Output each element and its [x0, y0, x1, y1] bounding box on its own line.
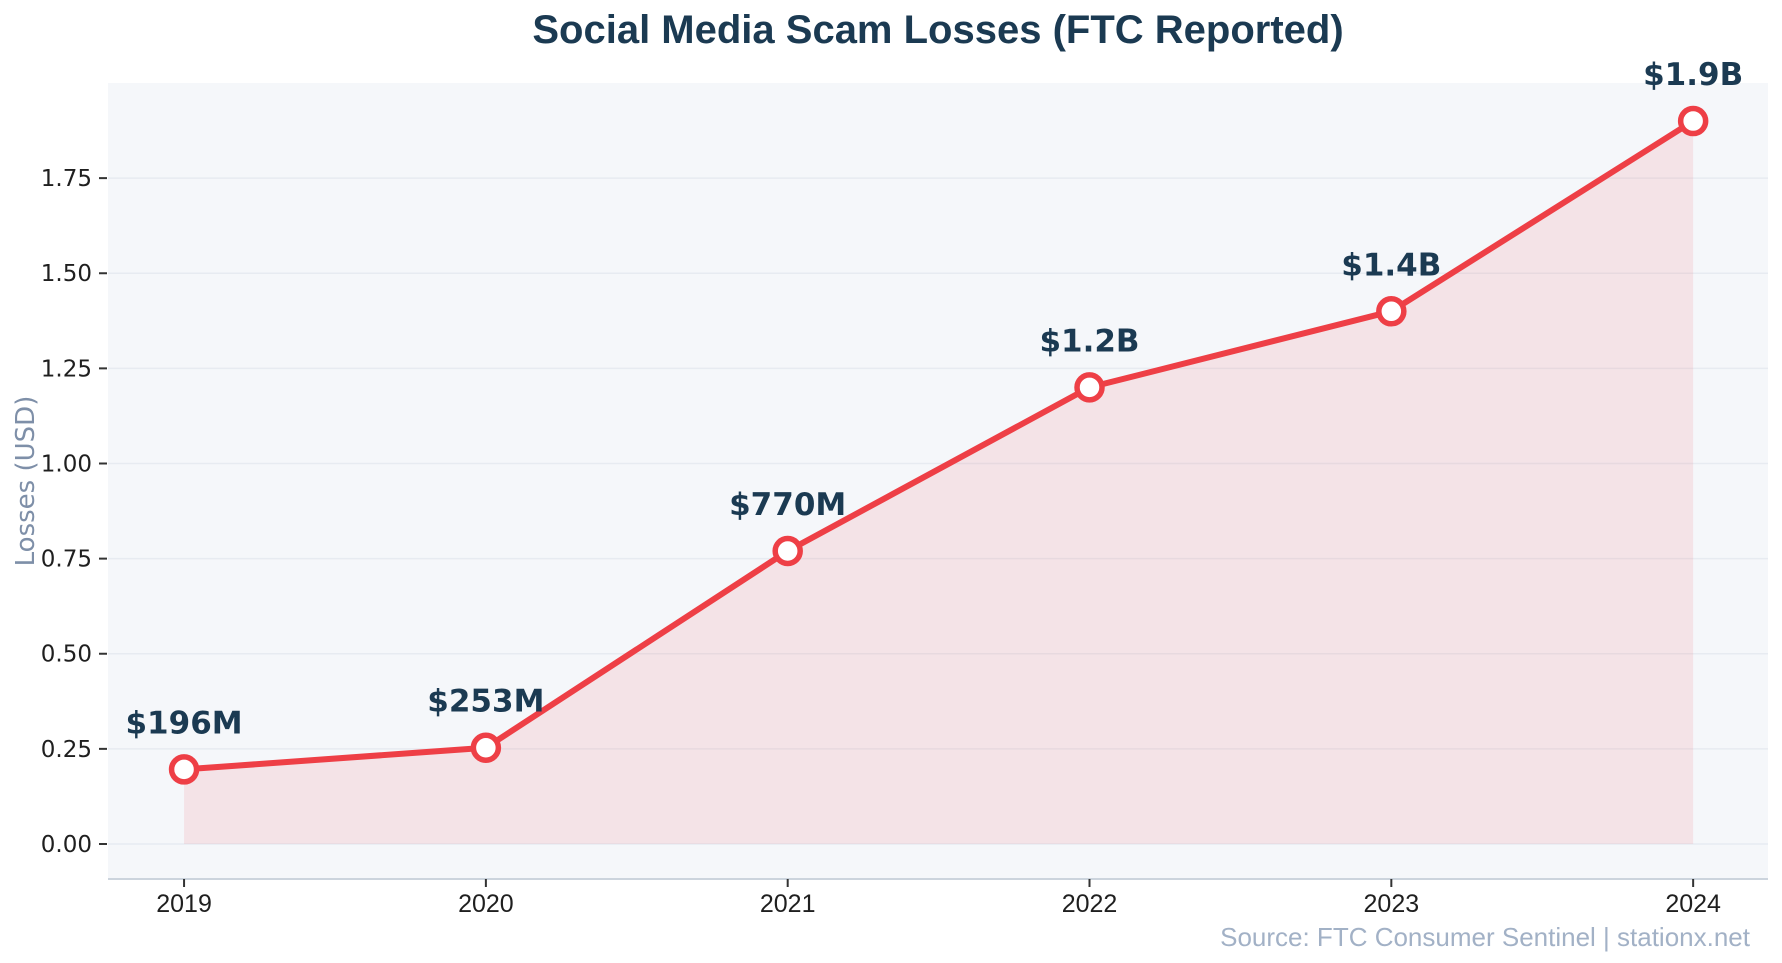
y-tick-label: 0.00	[41, 832, 92, 858]
x-tick-label: 2019	[156, 890, 212, 918]
data-point	[168, 754, 200, 785]
data-point	[1074, 372, 1105, 403]
x-tick-label: 2020	[458, 890, 514, 918]
source-note: Source: FTC Consumer Sentinel | stationx…	[1220, 922, 1750, 952]
point-label: $253M	[427, 684, 544, 720]
y-tick-label: 1.00	[41, 451, 92, 477]
point-label: $1.4B	[1341, 247, 1441, 283]
x-tick-label: 2023	[1364, 890, 1420, 918]
point-label: $1.9B	[1643, 57, 1743, 93]
data-point	[1677, 105, 1709, 137]
x-tick-label: 2022	[1062, 890, 1118, 918]
y-tick-label: 1.75	[41, 166, 92, 192]
point-label: $196M	[125, 705, 242, 741]
y-axis-title: Losses (USD)	[11, 395, 41, 567]
trend-line	[181, 118, 1697, 773]
data-point	[470, 732, 502, 763]
y-tick-label: 1.50	[41, 261, 92, 287]
y-tick-label: 0.75	[41, 547, 92, 573]
x-tick-label: 2024	[1665, 890, 1721, 918]
data-point	[1376, 296, 1407, 327]
point-label: $1.2B	[1039, 323, 1139, 359]
data-point	[772, 535, 803, 567]
area-fill	[184, 121, 1694, 844]
y-tick-label: 1.25	[41, 356, 92, 382]
point-label: $770M	[729, 487, 846, 523]
y-tick-label: 0.25	[41, 737, 92, 763]
x-tick-label: 2021	[760, 890, 816, 918]
chart-title: Social Media Scam Losses (FTC Reported)	[532, 8, 1344, 52]
plot-background	[108, 83, 1768, 879]
y-tick-label: 0.50	[41, 642, 92, 668]
